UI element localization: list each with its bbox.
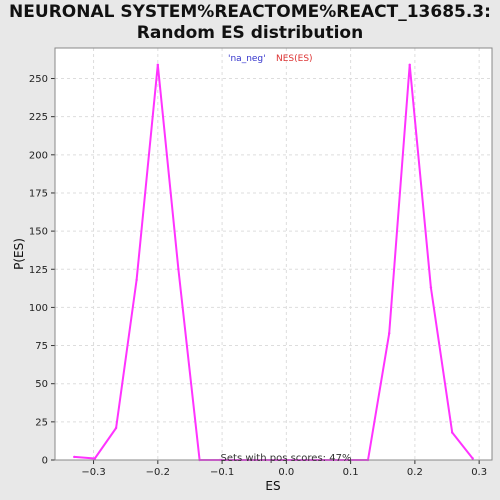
gridlines: [55, 48, 492, 461]
y-tick-label: 75: [35, 341, 48, 352]
data-point: [135, 278, 138, 282]
y-tick-label: 175: [29, 188, 48, 199]
x-tick-label: 0.2: [407, 467, 423, 478]
legend-entry-na-neg: 'na_neg': [228, 54, 266, 64]
chart-title: NEURONAL SYSTEM%REACTOME%REACT_13685.3: …: [0, 2, 500, 44]
data-point: [114, 426, 118, 430]
y-tick-label: 125: [29, 265, 48, 276]
data-point: [387, 332, 391, 335]
x-tick-label: 0.3: [471, 467, 487, 478]
data-point: [471, 457, 474, 460]
y-tick-label: 100: [29, 303, 48, 314]
y-tick-label: 250: [29, 74, 48, 85]
data-point: [450, 431, 454, 434]
legend-entry-nes: NES(ES): [276, 54, 313, 64]
axes: 0 25 50 75 100 125 150 175 200 225 250 −0.3 −0.2 −0.1…: [29, 47, 493, 478]
y-tick-label: 225: [29, 112, 48, 123]
chart-title-line1: NEURONAL SYSTEM%REACTOME%REACT_13685.3:: [9, 2, 491, 22]
y-tick-label: 0: [42, 456, 48, 467]
y-tick-label: 200: [29, 150, 48, 161]
y-tick-label: 150: [29, 227, 48, 238]
x-tick-label: 0.0: [278, 467, 294, 478]
y-tick-label: 50: [35, 379, 48, 390]
chart-title-line2: Random ES distribution: [136, 23, 364, 43]
data-point: [408, 63, 411, 66]
x-tick-label: −0.3: [81, 467, 105, 478]
y-tick-label: 25: [35, 417, 48, 428]
pos-scores-annotation: Sets with pos scores: 47%: [221, 453, 352, 464]
data-point: [429, 286, 433, 289]
data-point: [156, 63, 160, 66]
x-tick-label: 0.1: [343, 467, 359, 478]
x-axis-label: ES: [265, 479, 280, 493]
data-point: [93, 457, 97, 460]
data-point: [73, 455, 76, 459]
x-tick-label: −0.2: [146, 467, 170, 478]
x-tick-label: −0.1: [210, 467, 234, 478]
y-axis-label: P(ES): [12, 238, 26, 270]
data-point: [177, 268, 180, 271]
plot-border: [54, 47, 493, 461]
